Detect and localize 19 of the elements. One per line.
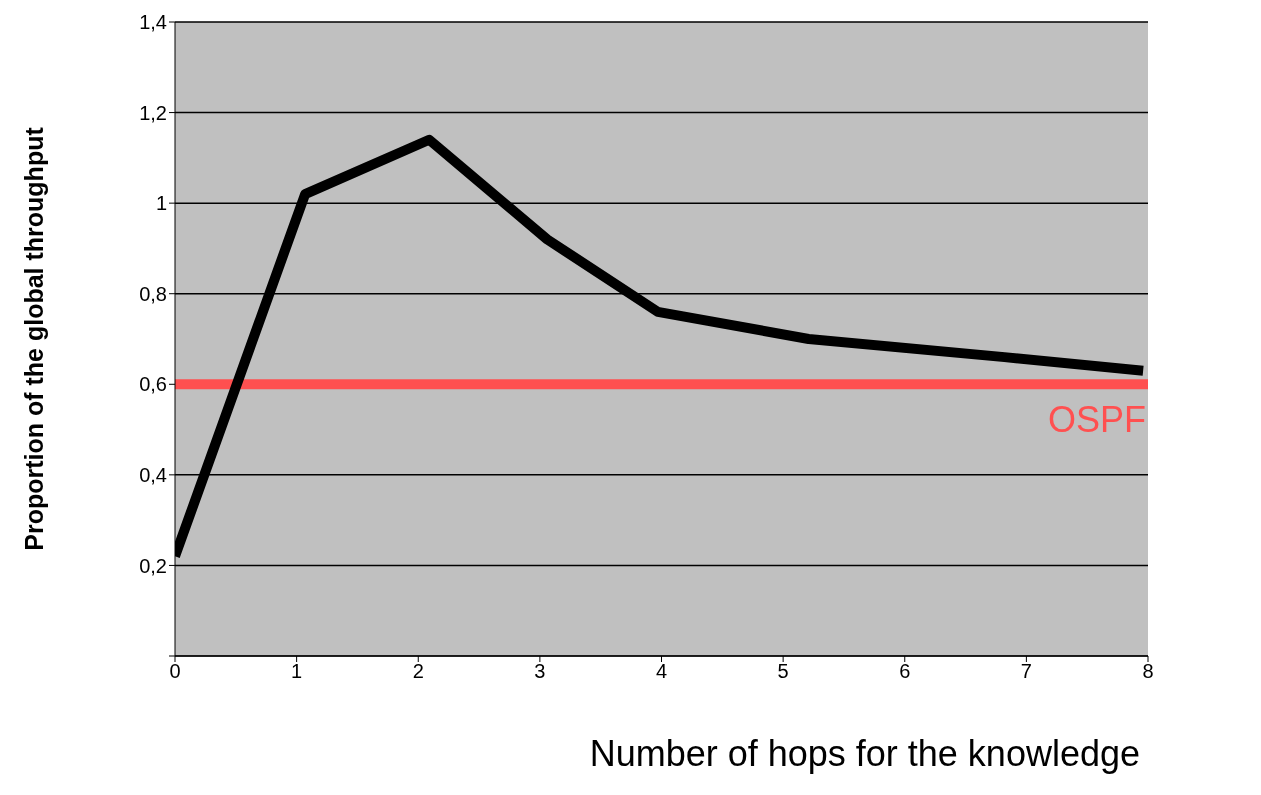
- x-tick-label: 5: [777, 660, 789, 683]
- x-tick-label: 0: [169, 660, 181, 683]
- y-tick-label: 0,6: [139, 373, 167, 396]
- y-tick-label: 1,2: [139, 101, 167, 124]
- y-tick-label: 0,8: [139, 282, 167, 305]
- ref-line-label: OSPF: [1047, 399, 1146, 441]
- x-tick-label: 2: [412, 660, 424, 683]
- y-tick-label: 0,4: [139, 463, 167, 486]
- y-tick-label: 1: [155, 192, 167, 215]
- x-axis-title: Number of hops for the knowledge: [589, 733, 1140, 774]
- y-tick-label: 1,4: [139, 11, 167, 34]
- x-tick-label: 8: [1142, 660, 1154, 683]
- y-axis-title: Proportion of the global throughput: [19, 126, 48, 551]
- x-tick-label: 6: [899, 660, 911, 683]
- x-tick-label: 3: [534, 660, 546, 683]
- x-tick-label: 1: [291, 660, 303, 683]
- x-tick-label: 4: [655, 660, 668, 683]
- y-tick-label: 0,2: [139, 554, 167, 577]
- x-tick-label: 7: [1020, 660, 1032, 683]
